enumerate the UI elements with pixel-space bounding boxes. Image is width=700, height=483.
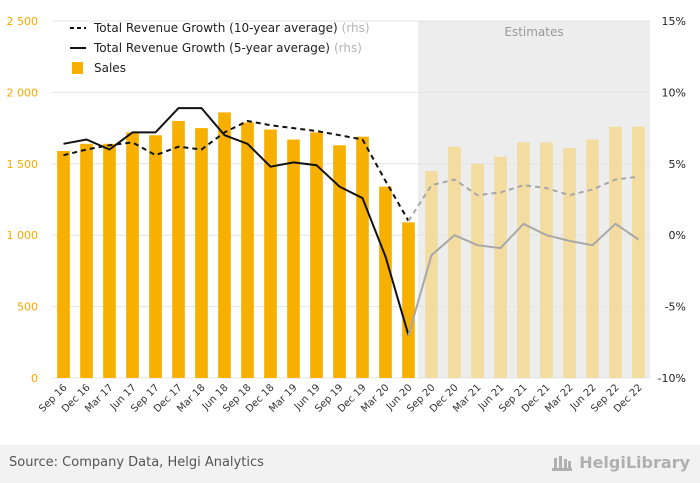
sales-bar bbox=[241, 122, 254, 378]
sales-bar bbox=[563, 148, 576, 378]
growth-10y-line bbox=[63, 119, 410, 222]
sales-bar bbox=[540, 142, 553, 378]
bar-swatch-icon bbox=[72, 62, 83, 74]
footer: Source: Company Data, Helgi Analytics He… bbox=[0, 445, 700, 483]
sales-bars bbox=[57, 112, 645, 379]
sales-bar bbox=[310, 132, 323, 378]
legend-rhs-10y: (rhs) bbox=[341, 21, 370, 35]
left-tick-label: 1 500 bbox=[7, 158, 39, 171]
sales-bar bbox=[264, 129, 277, 378]
left-tick-label: 500 bbox=[17, 301, 38, 314]
solid-line-icon bbox=[70, 47, 86, 49]
sales-bar bbox=[609, 126, 622, 378]
legend-label-5y: Total Revenue Growth (5-year average) bbox=[94, 41, 330, 55]
right-tick-label: 5% bbox=[669, 158, 686, 171]
sales-bar bbox=[103, 143, 116, 378]
right-tick-label: -10% bbox=[658, 372, 686, 385]
sales-bar bbox=[172, 120, 185, 379]
sales-bar bbox=[126, 132, 139, 378]
sales-bar bbox=[586, 139, 599, 378]
sales-bar bbox=[218, 112, 231, 378]
sales-bar bbox=[448, 146, 461, 378]
right-tick-label: -5% bbox=[665, 301, 686, 314]
sales-bar bbox=[80, 143, 93, 378]
legend: Total Revenue Growth (10-year average) (… bbox=[70, 18, 370, 78]
left-tick-label: 1 000 bbox=[7, 229, 39, 242]
source-note: Source: Company Data, Helgi Analytics bbox=[9, 455, 264, 470]
sales-bar bbox=[471, 163, 484, 378]
sales-bar bbox=[287, 139, 300, 378]
growth-5y-estimate-line bbox=[407, 222, 640, 336]
sales-bar bbox=[356, 136, 369, 378]
legend-rhs-5y: (rhs) bbox=[334, 41, 362, 55]
sales-bar bbox=[333, 145, 346, 378]
legend-item-10y: Total Revenue Growth (10-year average) (… bbox=[70, 18, 370, 38]
growth-lines bbox=[63, 107, 640, 336]
brand-name: HelgiLibrary bbox=[579, 453, 690, 472]
sales-bar bbox=[517, 142, 530, 378]
growth-5y-line bbox=[63, 107, 410, 336]
sales-bar bbox=[402, 222, 415, 378]
left-axis: 0 500 1 000 1 500 2 000 2 500 bbox=[7, 15, 39, 385]
sales-bar bbox=[149, 135, 162, 378]
dashed-line-icon bbox=[70, 27, 86, 29]
sales-bar bbox=[494, 156, 507, 378]
growth-10y-estimate-line bbox=[407, 175, 639, 222]
legend-item-5y: Total Revenue Growth (5-year average) (r… bbox=[70, 38, 370, 58]
sales-bar bbox=[632, 126, 645, 378]
right-tick-label: 10% bbox=[662, 86, 686, 99]
sales-bar bbox=[379, 186, 392, 378]
sales-bar bbox=[195, 128, 208, 378]
left-tick-label: 2 000 bbox=[7, 86, 39, 99]
left-tick-label: 0 bbox=[31, 372, 38, 385]
right-tick-label: 15% bbox=[662, 15, 686, 28]
legend-item-sales: Sales bbox=[70, 58, 370, 78]
brand-logo: HelgiLibrary bbox=[551, 453, 690, 472]
library-icon bbox=[552, 455, 573, 471]
legend-label-10y: Total Revenue Growth (10-year average) bbox=[94, 21, 338, 35]
legend-label-sales: Sales bbox=[94, 61, 126, 75]
sales-bar bbox=[425, 170, 438, 378]
estimates-label: Estimates bbox=[504, 25, 563, 39]
left-tick-label: 2 500 bbox=[7, 15, 39, 28]
right-axis: -10% -5% 0% 5% 10% 15% bbox=[658, 15, 686, 385]
right-tick-label: 0% bbox=[669, 229, 686, 242]
sales-bar bbox=[57, 150, 70, 378]
